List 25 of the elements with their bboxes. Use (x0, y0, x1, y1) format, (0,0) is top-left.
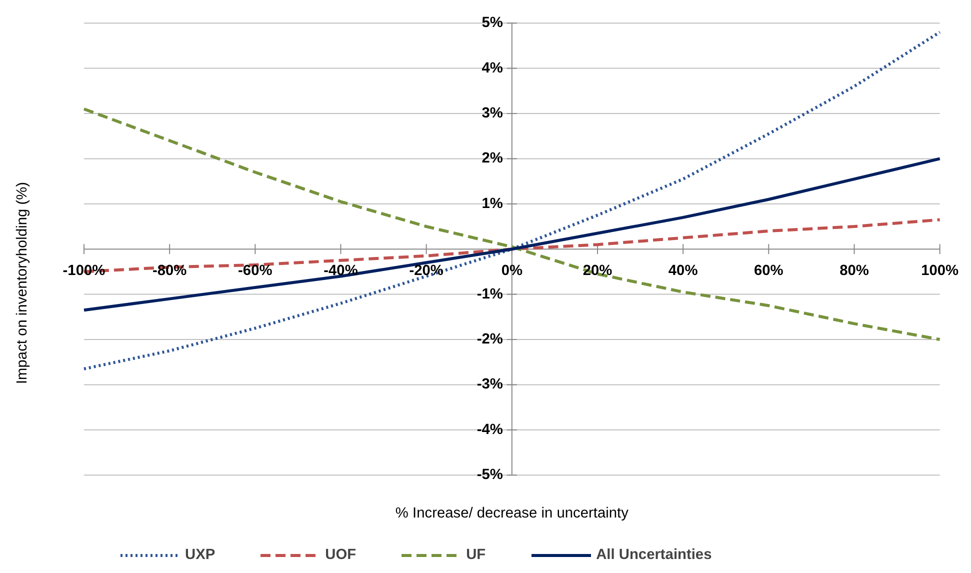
x-axis-title: % Increase/ decrease in uncertainty (395, 506, 630, 522)
x-tick-label: -100% (62, 263, 106, 280)
x-tick-label: 80% (840, 263, 869, 280)
legend-label: UF (466, 547, 486, 563)
legend-label: UXP (185, 547, 216, 563)
x-tick-label: -80% (152, 263, 187, 280)
x-tick-label: 60% (754, 263, 784, 280)
y-tick-label: -4% (476, 422, 503, 438)
x-tick-label: 100% (921, 263, 959, 280)
legend-label: All Uncertainties (596, 547, 712, 563)
y-tick-label: 4% (482, 60, 503, 76)
y-tick-label: -5% (476, 467, 503, 484)
y-tick-label: 3% (482, 106, 503, 122)
x-tick-label: -60% (238, 263, 272, 280)
x-tick-label: 40% (668, 263, 698, 280)
y-tick-label: 5% (482, 15, 503, 32)
legend-label: UOF (325, 547, 356, 563)
y-tick-label: -3% (476, 376, 503, 393)
y-tick-label: 1% (482, 196, 503, 212)
y-tick-label: -2% (476, 332, 503, 348)
y-tick-label: 2% (482, 150, 503, 167)
y-axis-title: Impact on inventoryholding (%) (14, 182, 30, 384)
x-tick-label: 0% (501, 263, 523, 280)
x-tick-label: -20% (409, 263, 444, 280)
y-tick-label: -1% (476, 286, 503, 302)
